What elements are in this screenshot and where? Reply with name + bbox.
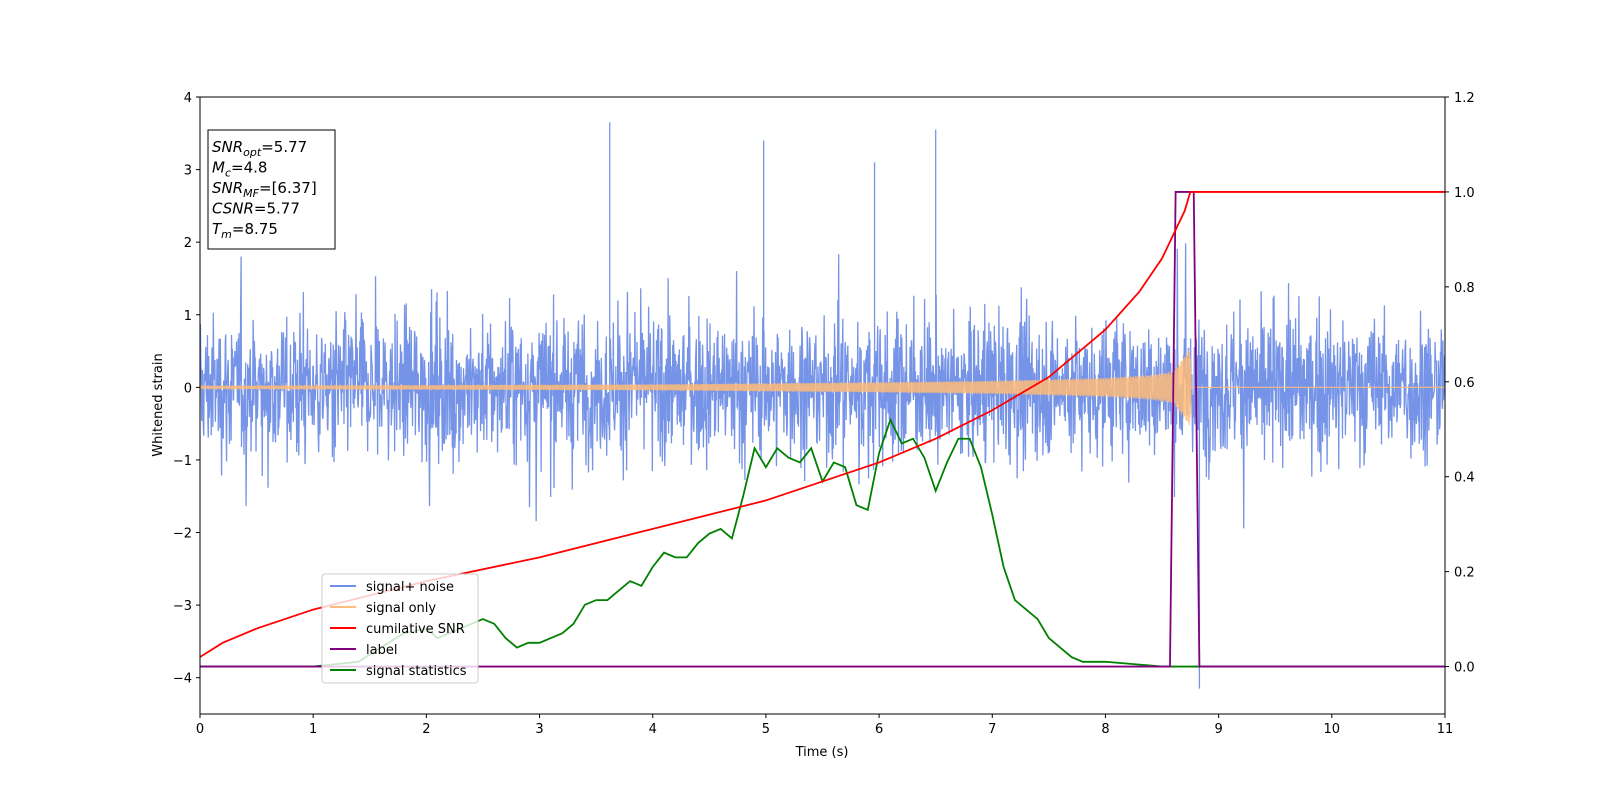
series-signal-noise (200, 122, 1445, 689)
info-box-line: Mc=4.8 (212, 159, 267, 180)
y-tick-label: −4 (173, 672, 192, 687)
legend-entry: signal+ noise (366, 580, 454, 595)
x-tick-label: 11 (1437, 722, 1454, 737)
x-tick-label: 3 (535, 722, 543, 737)
y2-tick-label: 1.2 (1454, 91, 1475, 106)
x-axis-label: Time (s) (795, 745, 849, 760)
axis-ticks: 0 1 2 3 4 5 6 7 8 9 10 1143210−1−2−3−41.21.00.80.60… (173, 91, 1475, 737)
info-box-line: Tm=8.75 (212, 220, 278, 241)
x-tick-label: 10 (1324, 722, 1341, 737)
x-tick-label: 7 (988, 722, 996, 737)
series-signal-only (200, 349, 1445, 426)
x-tick-label: 2 (422, 722, 430, 737)
y-tick-label: −1 (173, 454, 192, 469)
legend-entry: signal only (366, 601, 436, 616)
y2-tick-label: 0.8 (1454, 281, 1475, 296)
legend-entry: cumilative SNR (366, 622, 465, 637)
x-tick-label: 1 (309, 722, 317, 737)
info-box-line: SNRopt=5.77 (212, 138, 307, 159)
info-box-line: SNRMF=[6.37] (212, 179, 317, 200)
x-tick-label: 4 (649, 722, 657, 737)
y2-tick-label: 0.4 (1454, 471, 1475, 486)
x-tick-label: 9 (1214, 722, 1222, 737)
legend: signal+ noise signal only cumilative SNR la… (321, 573, 479, 684)
plot-frame (199, 96, 1446, 715)
series-label (200, 191, 1445, 668)
info-box-frame (207, 129, 336, 250)
legend-frame (321, 573, 479, 684)
y2-tick-label: 0.2 (1454, 566, 1475, 581)
legend-entry: label (366, 643, 397, 658)
x-tick-label: 8 (1101, 722, 1109, 737)
y-tick-label: 0 (184, 381, 192, 396)
y-tick-label: 3 (184, 164, 192, 179)
y2-tick-label: 1.0 (1454, 186, 1475, 201)
y-axis-label: Whitened strain (151, 353, 166, 456)
series-signal-statistics (200, 417, 1445, 668)
y2-tick-label: 0.6 (1454, 376, 1475, 391)
y-tick-label: −2 (173, 527, 192, 542)
y-tick-label: 4 (184, 91, 192, 106)
y-tick-label: 1 (184, 309, 192, 324)
legend-entry: signal statistics (366, 664, 467, 679)
x-tick-label: 5 (762, 722, 770, 737)
x-tick-label: 0 (196, 722, 204, 737)
y2-tick-label: 0.0 (1454, 661, 1475, 676)
y-tick-label: −3 (173, 599, 192, 614)
y-tick-label: 2 (184, 236, 192, 251)
info-box-line: CSNR=5.77 (212, 200, 300, 218)
x-tick-label: 6 (875, 722, 883, 737)
